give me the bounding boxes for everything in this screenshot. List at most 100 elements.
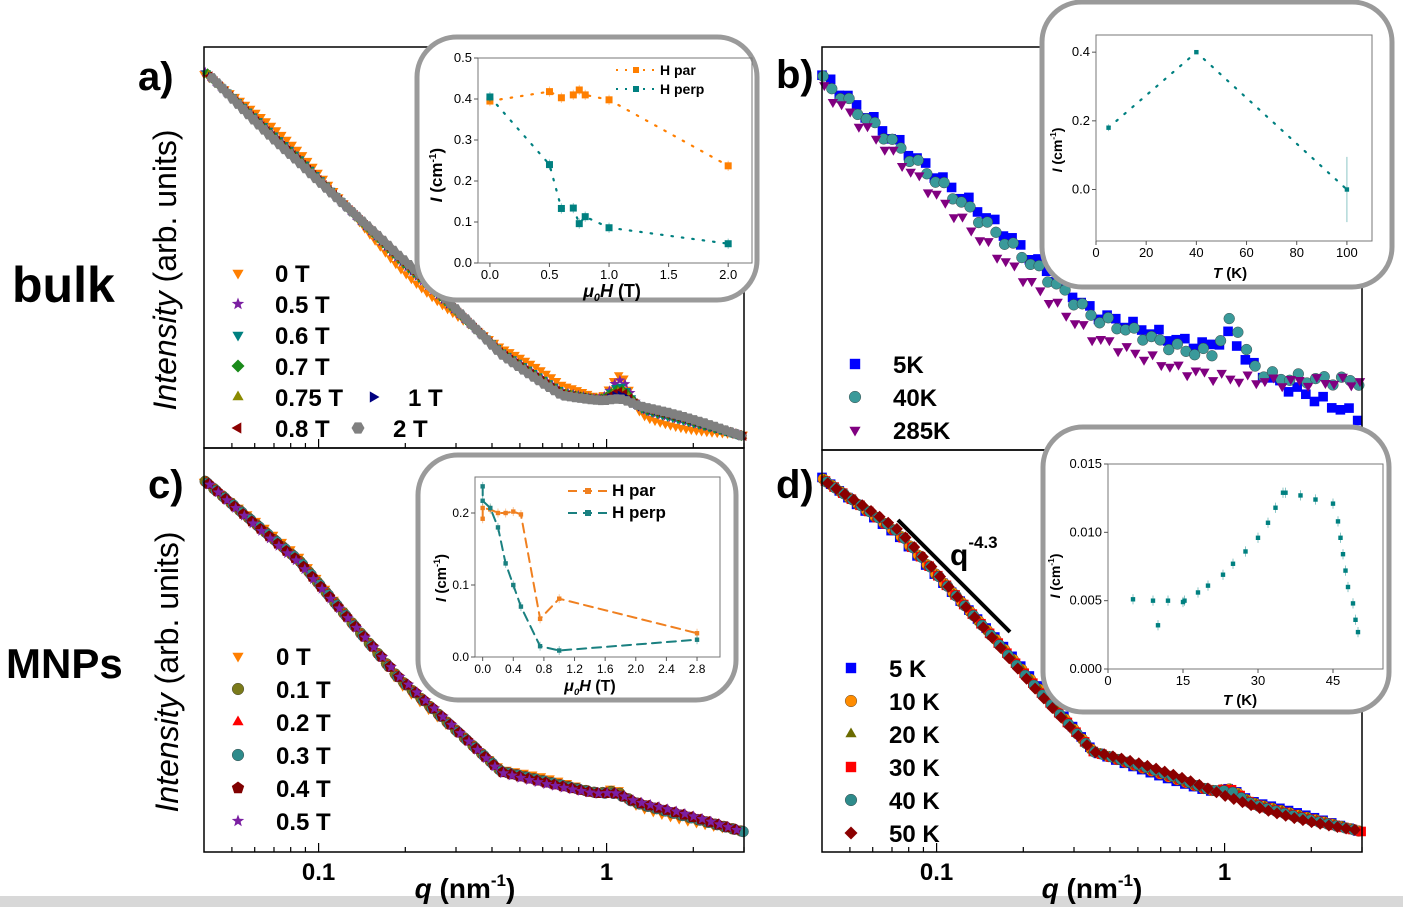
data-point bbox=[394, 670, 406, 682]
inset-y-axis-title: I (cm-1) bbox=[432, 554, 450, 602]
x-title-sub: 0 bbox=[574, 687, 580, 698]
y-tick-label: 0.4 bbox=[1072, 44, 1090, 59]
data-point bbox=[853, 123, 865, 133]
legend-label: H perp bbox=[660, 81, 704, 97]
data-point bbox=[991, 254, 1003, 264]
inset-y-axis-title: I (cm-1) bbox=[1048, 128, 1065, 173]
inset-axes-frame bbox=[474, 476, 721, 658]
panel-d: 0.1 1 5 K 10 K 20 K 30 K 40 K 50 K bbox=[817, 449, 1366, 886]
data-point bbox=[292, 146, 303, 155]
inset-frame bbox=[1039, 0, 1395, 290]
legend-label: 0.75 T bbox=[275, 385, 343, 412]
data-point bbox=[1163, 344, 1175, 356]
data-point bbox=[662, 803, 674, 814]
legend-item: 0.5 T bbox=[231, 809, 331, 836]
legend-label: 40K bbox=[893, 385, 938, 412]
data-point bbox=[1331, 821, 1344, 833]
data-point bbox=[1182, 598, 1187, 603]
data-point bbox=[856, 499, 869, 512]
data-point bbox=[266, 122, 277, 131]
data-point bbox=[1348, 823, 1361, 836]
data-point bbox=[1305, 816, 1318, 829]
inset-x-axis-title: T (K) bbox=[1223, 692, 1257, 709]
y-tick-label: 0.005 bbox=[1069, 593, 1102, 608]
data-point bbox=[592, 787, 605, 799]
legend-label: 10 K bbox=[889, 689, 940, 716]
data-point bbox=[480, 752, 492, 764]
inset-x-axis-title: T (K) bbox=[1213, 265, 1247, 282]
data-point bbox=[825, 74, 836, 85]
legend-item: 30 K bbox=[845, 755, 940, 782]
data-point bbox=[581, 213, 589, 221]
data-point bbox=[869, 117, 881, 129]
data-point bbox=[1277, 383, 1288, 393]
data-point bbox=[581, 91, 589, 99]
x-tick-label: 1.5 bbox=[660, 267, 678, 282]
inset-a: 0.0 0.5 1.0 1.5 2.0 0.0 0.1 0.2 0.3 0.4 0.5 μ0H (T)… bbox=[414, 34, 760, 304]
legend-label: 5K bbox=[893, 352, 924, 379]
legend-item: 0.7 T bbox=[231, 354, 330, 381]
data-point bbox=[843, 92, 855, 105]
legend-marker bbox=[231, 422, 242, 434]
data-point bbox=[983, 238, 994, 248]
legend-label: 2 T bbox=[393, 416, 428, 443]
plot-area-c bbox=[198, 475, 749, 838]
data-point bbox=[896, 163, 908, 172]
data-point bbox=[532, 776, 544, 787]
data-point bbox=[985, 631, 998, 644]
data-point bbox=[1016, 251, 1028, 264]
legend-label: 0 T bbox=[276, 644, 311, 671]
y-title-symbol: I bbox=[1047, 593, 1063, 598]
data-point bbox=[316, 582, 328, 594]
data-point bbox=[916, 550, 929, 563]
data-point bbox=[1340, 822, 1353, 835]
data-point bbox=[495, 525, 501, 530]
data-point bbox=[557, 204, 565, 212]
data-point bbox=[1189, 349, 1201, 361]
plot-area-b bbox=[817, 70, 1366, 426]
inset-y-axis-title: I (cm-1) bbox=[427, 148, 446, 202]
x-title-symbol: T bbox=[1213, 265, 1224, 282]
legend-marker bbox=[232, 269, 244, 280]
data-point bbox=[557, 648, 562, 653]
data-point bbox=[1197, 342, 1209, 355]
data-point bbox=[537, 616, 543, 622]
data-point bbox=[1205, 339, 1216, 350]
legend-item: 5K bbox=[849, 352, 924, 379]
data-point bbox=[1314, 817, 1327, 830]
data-point bbox=[261, 118, 271, 127]
data-point bbox=[569, 91, 577, 99]
legend-marker bbox=[849, 358, 861, 370]
row-label-mnps: MNPs bbox=[6, 640, 123, 687]
inset-b: 0 20 40 60 80 100 0.0 0.2 0.4 T (K) I (cm-1) bbox=[1039, 0, 1395, 290]
data-point bbox=[1302, 382, 1314, 392]
data-point bbox=[558, 781, 570, 793]
data-point bbox=[518, 512, 524, 517]
data-point bbox=[518, 604, 524, 609]
x-tick-label: 2.0 bbox=[719, 267, 737, 282]
data-point bbox=[264, 532, 276, 544]
data-point bbox=[619, 375, 629, 384]
x-tick-label: 1 bbox=[1218, 859, 1231, 886]
y-tick-label: 0.1 bbox=[452, 578, 469, 592]
legend-label: 5 K bbox=[889, 656, 927, 683]
data-point bbox=[1136, 325, 1147, 335]
data-point bbox=[1182, 372, 1193, 382]
data-point bbox=[847, 493, 860, 506]
x-tick-label: 1 bbox=[600, 859, 613, 886]
legend-label: 0.7 T bbox=[275, 354, 330, 381]
data-point bbox=[1356, 826, 1366, 837]
data-point bbox=[1017, 278, 1029, 288]
panel-label-a: a) bbox=[138, 55, 174, 99]
data-point bbox=[851, 100, 862, 110]
data-point bbox=[1000, 258, 1011, 268]
data-point bbox=[966, 227, 977, 237]
data-point bbox=[938, 177, 950, 189]
x-axis-title-c: q (nm-1) bbox=[415, 871, 516, 904]
data-point bbox=[1225, 375, 1236, 385]
x-tick-label: 0 bbox=[1092, 245, 1099, 260]
data-point bbox=[1026, 278, 1037, 287]
data-point bbox=[694, 631, 700, 636]
data-point bbox=[256, 114, 266, 123]
legend-item: 285K bbox=[849, 418, 951, 445]
